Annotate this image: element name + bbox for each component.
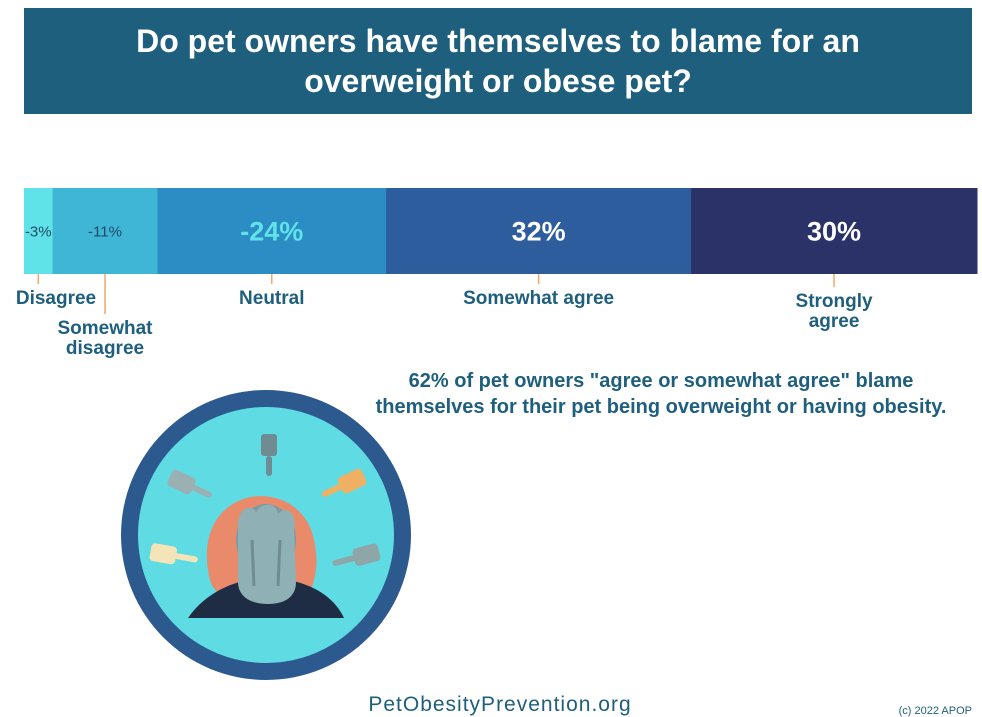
value-label-1: -11%	[88, 223, 122, 240]
pointing-hand-icon-upper-right	[321, 468, 367, 497]
bar-segment-3	[386, 188, 692, 274]
value-label-4: 30%	[807, 217, 861, 247]
category-label-0: Disagree	[16, 288, 96, 309]
bar-segment-1	[52, 188, 158, 274]
bar-segment-0	[24, 188, 54, 274]
pointing-hand-icon-lower-right	[332, 543, 381, 566]
bar-segment-4	[691, 188, 978, 274]
footer-copyright: (c) 2022 APOP	[898, 705, 972, 717]
category-label-2: Neutral	[239, 288, 304, 309]
value-label-2: -24%	[240, 217, 303, 247]
ashamed-person-icon	[188, 496, 344, 618]
footer-website: PetObesityPrevention.org	[368, 693, 632, 716]
chart-title: Do pet owners have themselves to blame f…	[136, 23, 860, 99]
value-label-0: -3%	[25, 223, 52, 240]
bar-segment-2	[157, 188, 387, 274]
pointing-hand-icon-upper-left	[167, 469, 212, 498]
illustration	[121, 390, 411, 680]
title-banner: Do pet owners have themselves to blame f…	[24, 8, 972, 114]
value-label-3: 32%	[512, 217, 566, 247]
category-label-3: Somewhat agree	[463, 288, 614, 309]
pointing-hand-icon-top	[261, 434, 277, 476]
pointing-hand-icon-lower-left	[149, 543, 198, 565]
category-label-1: Somewhat disagree	[57, 318, 153, 359]
category-label-4: Strongly agree	[796, 291, 873, 332]
stacked-bar-chart: -3% Disagree -11% Somewhat disagree -24% Neutr…	[16, 188, 978, 359]
summary-statement: 62% of pet owners "agree or somewhat agr…	[375, 370, 947, 418]
